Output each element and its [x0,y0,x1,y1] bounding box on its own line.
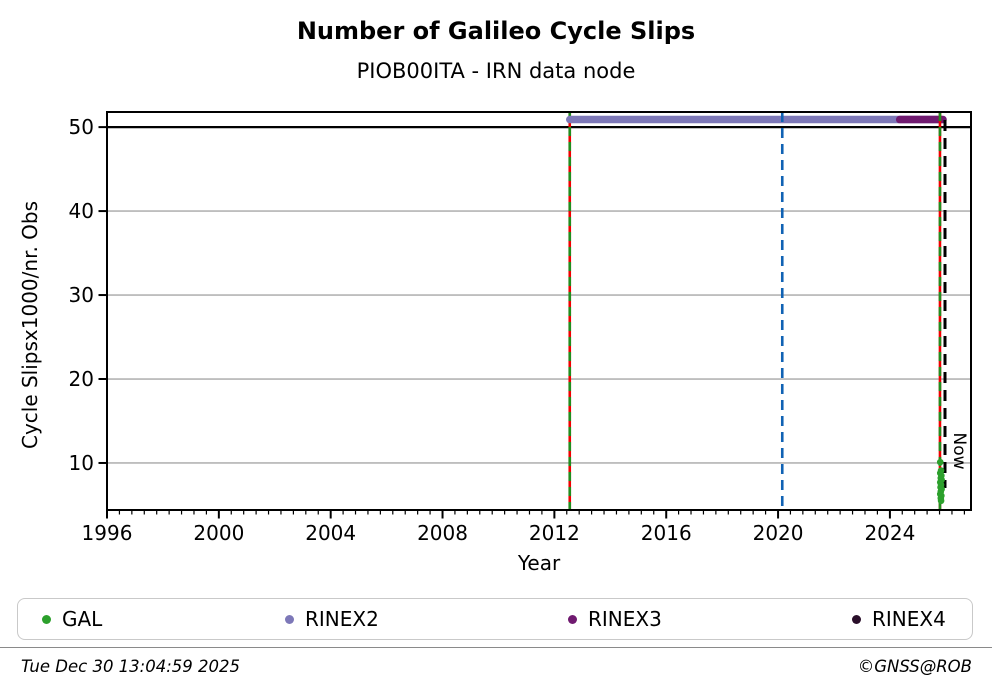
x-axis-label: Year [517,551,561,575]
footer: Tue Dec 30 13:04:59 2025 ©GNSS@ROB [0,647,992,699]
data-point [936,458,944,466]
x-tick-label: 2008 [417,521,468,545]
x-tick-label: 2020 [753,521,804,545]
copyright: ©GNSS@ROB [857,657,972,676]
plot-area: 1996 2000 2004 2008 2012 2016 2020 2024 10 20 30 40… [69,111,972,545]
legend-label: RINEX4 [872,607,946,631]
legend-label: RINEX3 [588,607,662,631]
chart-subtitle: PIOB00ITA - IRN data node [356,59,636,83]
y-tick-label: 40 [69,199,94,223]
legend-label: RINEX2 [305,607,379,631]
now-annotation: Now [949,432,969,470]
y-tick-label: 50 [69,115,94,139]
legend-item-rinex3: RINEX3 [568,599,662,639]
legend: GAL RINEX2 RINEX3 RINEX4 [17,598,973,640]
timestamp: Tue Dec 30 13:04:59 2025 [21,657,241,676]
x-tick-label: 2000 [193,521,244,545]
y-tick-label: 10 [69,451,94,475]
legend-label: GAL [62,607,103,631]
legend-item-gal: GAL [42,599,102,639]
x-tick-label: 2004 [305,521,356,545]
legend-item-rinex4: RINEX4 [852,599,946,639]
x-tick-label: 1996 [82,521,133,545]
legend-item-rinex2: RINEX2 [285,599,379,639]
plot-border [106,111,972,511]
gal-marker-icon [42,614,51,624]
y-tick-label: 30 [69,283,94,307]
chart-title: Number of Galileo Cycle Slips [296,17,696,45]
x-tick-label: 2024 [864,521,915,545]
y-axis-label: Cycle Slipsx1000/nr. Obs [18,200,42,450]
data-point [937,497,945,505]
y-tick-label: 20 [69,367,94,391]
rinex2-marker-icon [285,614,294,624]
x-tick-label: 2016 [641,521,692,545]
rinex3-marker-icon [568,614,577,624]
x-tick-label: 2012 [529,521,580,545]
rinex4-marker-icon [852,614,861,624]
